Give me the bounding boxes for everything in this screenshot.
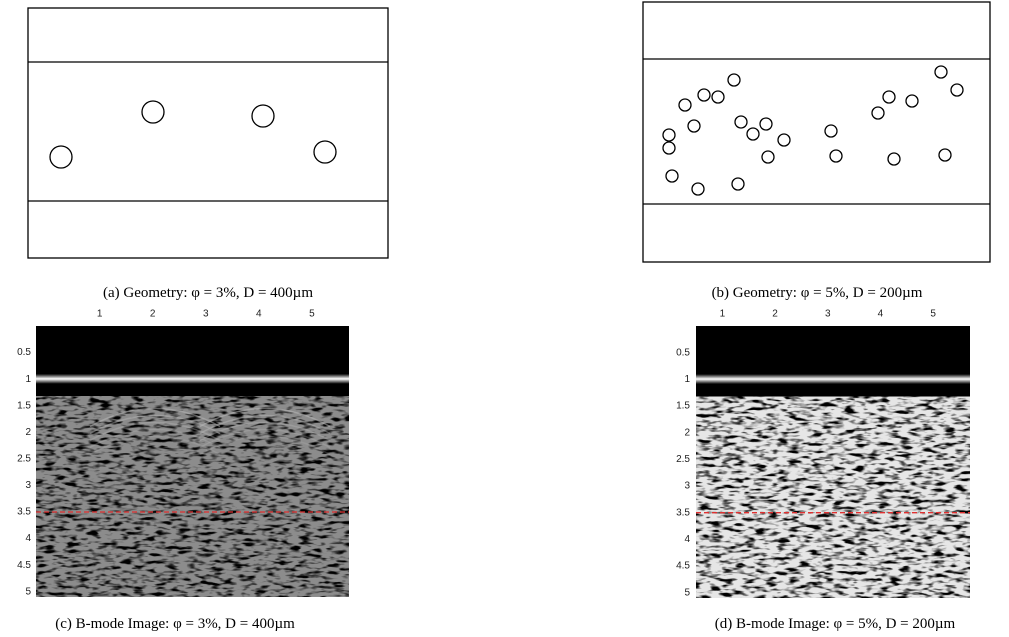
caption: (c) B-mode Image: φ = 3%, D = 400µm — [55, 616, 295, 632]
echo-arc — [199, 428, 331, 449]
inclusion — [934, 65, 948, 79]
y-tick-label: 0.5 — [17, 347, 31, 358]
y-tick-label: 4.5 — [17, 560, 31, 571]
echo-arc — [89, 407, 221, 428]
bmode-panel: 1 2 3 4 5 0.5 1 1.5 2 2.5 3 3.5 4 4.5 5 — [676, 309, 970, 598]
y-tick-label: 3.5 — [676, 507, 690, 518]
inclusion — [829, 149, 843, 163]
geometry-a — [27, 7, 389, 259]
inclusion — [938, 148, 952, 162]
y-tick-label: 2.5 — [676, 454, 690, 465]
y-tick-label: 1.5 — [17, 400, 31, 411]
y-tick-label: 3.5 — [17, 507, 31, 518]
y-tick-label: 1 — [25, 374, 31, 385]
inclusion — [662, 128, 676, 142]
inclusion — [882, 90, 896, 104]
caption: (b) Geometry: φ = 5%, D = 200µm — [712, 285, 923, 301]
interface-echo — [36, 373, 349, 384]
x-tick-label: 1 — [97, 309, 103, 320]
y-tick-label: 1.5 — [676, 401, 690, 412]
inclusion — [950, 83, 964, 97]
y-tick-label: 2 — [25, 427, 31, 438]
x-tick-label: 1 — [720, 309, 726, 320]
echo-arc — [199, 435, 331, 456]
echo-arc — [89, 414, 221, 435]
inclusion — [905, 94, 919, 108]
inclusion — [761, 150, 775, 164]
x-tick-label: 5 — [309, 309, 315, 320]
inclusion — [678, 98, 692, 112]
y-tick-label: 4.5 — [676, 561, 690, 572]
echo-arc — [89, 421, 221, 442]
y-tick-label: 4 — [684, 534, 690, 545]
inclusion — [691, 182, 705, 196]
inclusion — [727, 73, 741, 87]
echo-arc — [89, 428, 221, 449]
caption: (a) Geometry: φ = 3%, D = 400µm — [103, 285, 313, 301]
inclusion — [665, 169, 679, 183]
inclusion — [687, 119, 701, 133]
inclusion — [746, 127, 760, 141]
echo-arc — [199, 407, 331, 428]
inclusion — [777, 133, 791, 147]
x-tick-label: 3 — [825, 309, 831, 320]
inclusion — [824, 124, 838, 138]
y-tick-label: 4 — [25, 533, 31, 544]
echo-arc — [89, 435, 221, 456]
y-tick-label: 1 — [684, 374, 690, 385]
x-tick-label: 4 — [256, 309, 262, 320]
speckle — [696, 396, 970, 598]
y-tick-label: 0.5 — [676, 347, 690, 358]
inclusion — [887, 152, 901, 166]
y-tick-label: 5 — [684, 587, 690, 598]
inclusion — [731, 177, 745, 191]
geometry-b — [642, 1, 991, 263]
inclusion — [662, 141, 676, 155]
x-tick-label: 5 — [930, 309, 936, 320]
echo-arc — [199, 414, 331, 435]
echo-arc — [199, 421, 331, 442]
interface-echo — [696, 374, 970, 385]
y-tick-label: 3 — [684, 481, 690, 492]
inclusion — [871, 106, 885, 120]
x-tick-label: 4 — [878, 309, 884, 320]
inclusion — [697, 88, 711, 102]
speckle — [36, 396, 349, 597]
inclusion — [759, 117, 773, 131]
y-tick-label: 3 — [25, 480, 31, 491]
inclusion — [734, 115, 748, 129]
y-tick-label: 2.5 — [17, 453, 31, 464]
bmode-panel: 1 2 3 4 5 0.5 1 1.5 2 2.5 3 3.5 4 4.5 5 — [17, 309, 349, 597]
caption: (d) B-mode Image: φ = 5%, D = 200µm — [715, 616, 956, 632]
y-tick-label: 2 — [684, 427, 690, 438]
x-tick-label: 3 — [203, 309, 209, 320]
x-tick-label: 2 — [150, 309, 156, 320]
inclusion — [711, 90, 725, 104]
x-tick-label: 2 — [772, 309, 778, 320]
y-tick-label: 5 — [25, 586, 31, 597]
